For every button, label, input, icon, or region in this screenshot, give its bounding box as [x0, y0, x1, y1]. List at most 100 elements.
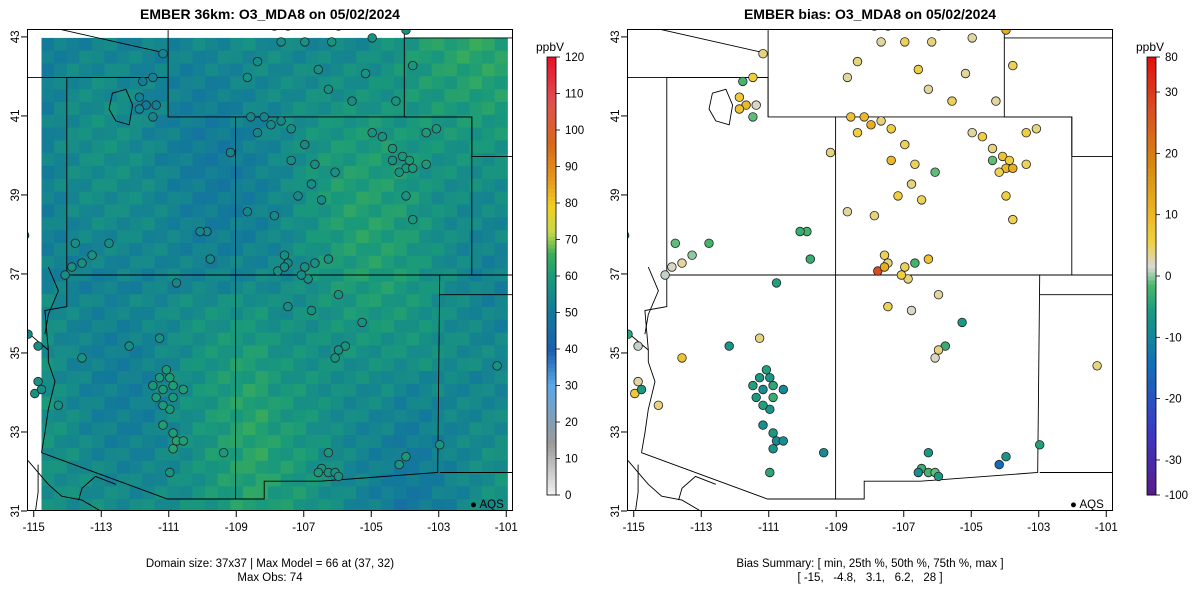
grid-cell: [419, 332, 433, 347]
grid-cell: [456, 306, 471, 321]
grid-cell: [419, 178, 433, 193]
grid-cell: [268, 319, 282, 334]
colorbar-segment: [1147, 76, 1156, 82]
grid-cell: [419, 166, 433, 180]
grid-cell: [255, 294, 269, 308]
grid-cell: [129, 473, 143, 487]
grid-cell: [331, 242, 345, 257]
grid-cell: [142, 473, 156, 487]
bias-marker: [1008, 60, 1018, 71]
grid-cell: [482, 306, 496, 321]
colorbar-segment: [547, 88, 556, 94]
colorbar-segment: [547, 216, 556, 221]
grid-cell: [205, 37, 219, 52]
grid-cell: [41, 460, 55, 475]
grid-cell: [356, 435, 370, 449]
grid-cell: [129, 191, 143, 206]
grid-cell: [104, 409, 118, 423]
colorbar-tick-label: 110: [565, 89, 583, 101]
grid-cell: [393, 371, 408, 385]
grid-cell: [66, 37, 80, 52]
grid-cell: [54, 473, 68, 487]
bias-marker: [778, 436, 789, 446]
grid-cell: [129, 422, 143, 436]
grid-cell: [66, 358, 80, 372]
grid-cell: [381, 217, 395, 231]
grid-cell: [167, 101, 181, 116]
bias-marker: [765, 467, 775, 478]
grid-cell: [255, 499, 269, 510]
grid-cell: [494, 281, 508, 295]
bias-marker: [842, 206, 853, 217]
colorbar-segment: [1147, 367, 1156, 373]
grid-cell: [91, 294, 106, 308]
bias-marker: [967, 127, 977, 138]
grid-cell: [444, 435, 458, 449]
grid-cell: [393, 422, 408, 436]
grid-cell: [242, 383, 257, 398]
colorbar-tick-label: 30: [565, 381, 578, 393]
bias-marker: [768, 392, 778, 403]
colorbar-segment: [547, 327, 556, 333]
grid-cell: [179, 294, 194, 308]
grid-cell: [469, 358, 483, 372]
grid-cell: [230, 332, 244, 347]
colorbar-segment: [1147, 180, 1156, 185]
bias-marker: [994, 167, 1004, 177]
grid-cell: [494, 63, 508, 77]
bias-marker: [738, 76, 748, 87]
grid-cell: [205, 114, 219, 129]
grid-cell: [79, 89, 93, 103]
x-tick-label: -115: [23, 522, 45, 534]
grid-cell: [381, 499, 395, 510]
colorbar-segment: [1147, 252, 1156, 257]
grid-cell: [230, 473, 244, 487]
grid-cell: [368, 345, 382, 359]
grid-cell: [368, 499, 382, 510]
colorbar-segment: [1147, 459, 1156, 464]
grid-cell: [66, 306, 80, 321]
bias-marker: [754, 333, 765, 343]
colorbar-segment: [1147, 136, 1156, 142]
grid-cell: [268, 281, 282, 295]
grid-cell: [192, 217, 206, 231]
grid-cell: [318, 306, 332, 321]
colorbar-tick-label: 30: [1165, 87, 1178, 99]
grid-cell: [66, 435, 80, 449]
grid-cell: [117, 140, 131, 154]
grid-cell: [280, 460, 294, 475]
grid-cell: [41, 153, 55, 167]
station-marker: [279, 250, 290, 260]
grid-cell: [255, 332, 269, 347]
grid-cell: [255, 204, 269, 218]
grid-cell: [368, 76, 382, 90]
station-marker: [148, 72, 158, 83]
grid-cell: [205, 383, 219, 398]
state-boundary: [78, 475, 116, 501]
grid-cell: [406, 358, 420, 372]
grid-cell: [205, 447, 219, 462]
colorbar-segment: [547, 415, 556, 420]
grid-cell: [205, 422, 219, 436]
grid-cell: [154, 63, 168, 77]
grid-cell: [381, 396, 395, 411]
grid-cell: [393, 178, 408, 193]
station-marker: [269, 210, 280, 221]
grid-cell: [280, 191, 294, 206]
grid-cell: [41, 294, 55, 308]
grid-cell: [368, 409, 382, 423]
colorbar-segment: [1147, 451, 1156, 456]
grid-cell: [104, 396, 118, 411]
grid-cell: [469, 409, 483, 423]
grid-cell: [79, 127, 93, 142]
grid-cell: [142, 409, 156, 423]
state-boundary: [628, 460, 700, 510]
state-boundary: [41, 275, 68, 453]
colorbar-segment: [1147, 463, 1156, 468]
grid-cell: [331, 435, 345, 449]
grid-cell: [217, 306, 231, 321]
grid-cell: [255, 37, 269, 52]
grid-cell: [343, 178, 357, 193]
grid-cell: [356, 37, 370, 52]
grid-cell: [268, 345, 282, 359]
